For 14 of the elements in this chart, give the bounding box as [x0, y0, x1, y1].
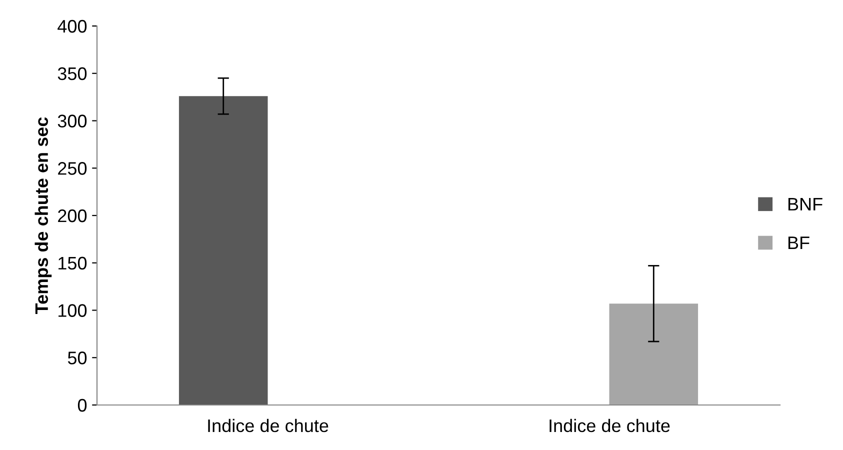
- y-tick-label: 150: [58, 256, 87, 270]
- y-tick-label: 300: [58, 114, 87, 128]
- y-tick-label: 350: [58, 67, 87, 80]
- y-tick-label: 100: [58, 304, 87, 317]
- y-tick-label: 200: [58, 209, 87, 222]
- y-tick-label: 250: [58, 162, 87, 175]
- y-tick-label: 0: [78, 398, 87, 412]
- y-tick-label: 400: [58, 20, 87, 33]
- y-axis-title: Temps de chute en sec: [34, 117, 52, 314]
- legend-label: BNF: [788, 198, 822, 210]
- y-tick-label: 50: [68, 352, 87, 364]
- x-tick-label: Indice de chute: [550, 418, 670, 432]
- legend-label: BF: [788, 236, 810, 250]
- x-tick-label: Indice de chute: [208, 418, 328, 432]
